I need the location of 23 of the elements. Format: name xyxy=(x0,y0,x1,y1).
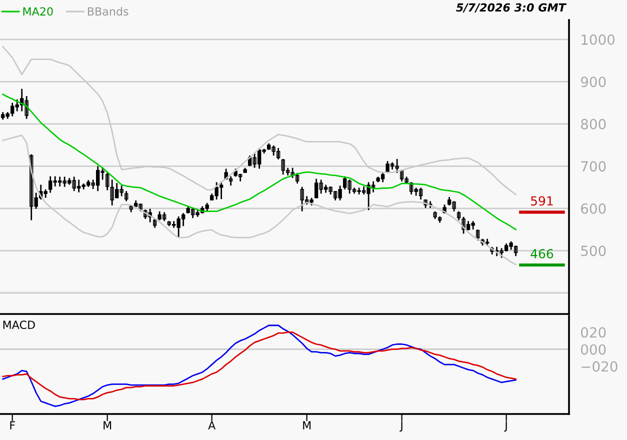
y-tick-label: 600 xyxy=(581,203,606,214)
legend-label: MA20 xyxy=(23,7,53,16)
legend-label: BBands xyxy=(88,7,128,16)
line-series xyxy=(2,331,516,400)
y-tick-label: 700 xyxy=(581,161,606,172)
y-tick-label: 800 xyxy=(581,118,606,130)
text: 5/7/2026 3:0 GMT xyxy=(456,3,567,13)
x-tick-label: J xyxy=(504,421,507,432)
x-tick-label: M xyxy=(303,421,311,430)
y-tick-label: 020 xyxy=(581,327,606,338)
x-tick-label: F xyxy=(10,421,15,430)
y-tick-label: 1000 xyxy=(582,34,615,45)
ref-line-label: 466 xyxy=(530,248,554,258)
x-tick-label: M xyxy=(104,421,112,430)
y-tick-label: 000 xyxy=(581,344,606,355)
ref-line-label: 591 xyxy=(531,196,553,206)
chart-title: MACD xyxy=(3,320,35,330)
line-series xyxy=(2,94,516,230)
y-tick-label: −020 xyxy=(582,361,618,372)
x-tick-label: A xyxy=(208,421,216,430)
y-tick-label: 900 xyxy=(580,76,606,88)
y-tick-label: 500 xyxy=(581,246,606,256)
x-tick-label: J xyxy=(400,421,402,432)
